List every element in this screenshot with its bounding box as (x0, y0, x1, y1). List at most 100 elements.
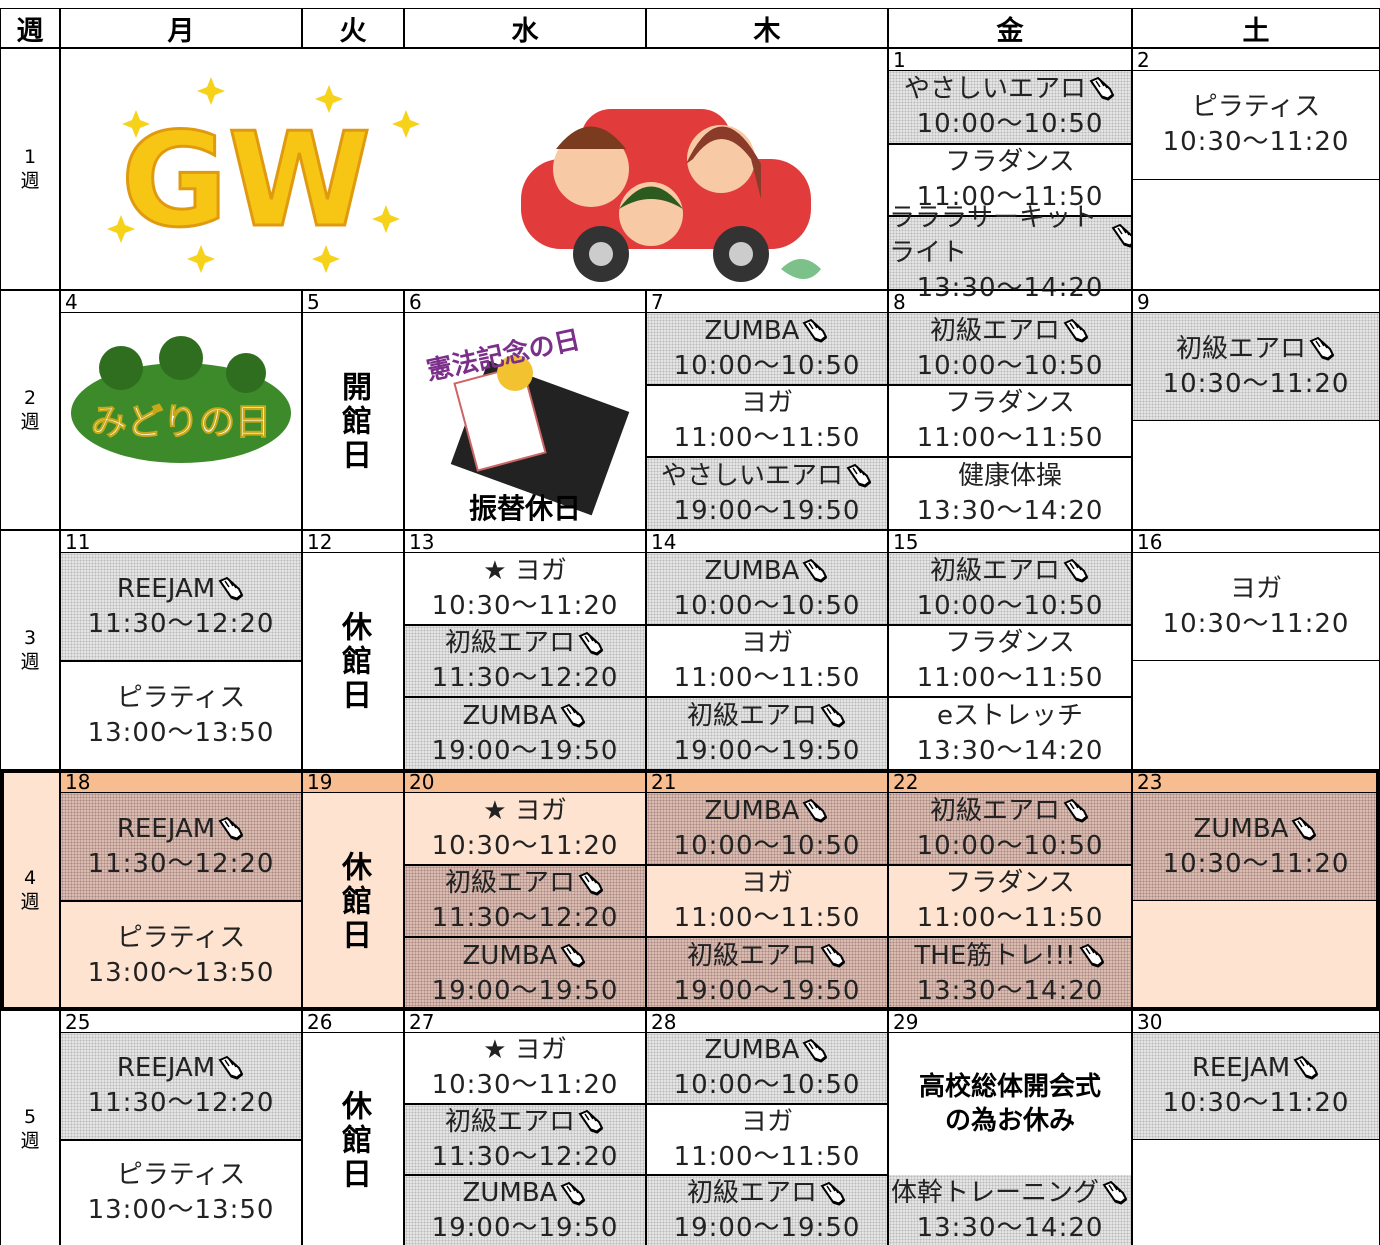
session-name: ZUMBA (1193, 813, 1289, 844)
shoe-icon (1063, 798, 1089, 823)
shoe-icon (1309, 336, 1335, 361)
session: ZUMBA 10:00～10:50 (647, 1033, 887, 1104)
closed-text: 休館日 (336, 851, 371, 953)
session: ラララサーキットライト 13:30～14:20 (889, 203, 1131, 303)
day-date: 22 (889, 771, 1131, 793)
header-day: 金 (888, 8, 1132, 48)
day-cell: 5 開館日 (302, 290, 404, 530)
session-name: ZUMBA (462, 700, 558, 731)
shoe-icon (560, 943, 586, 968)
session-time: 10:00～10:50 (673, 1070, 861, 1100)
illustration: 憲法記念の日 振替休日 (405, 313, 645, 529)
session-name: ラララサーキットライト (889, 202, 1098, 268)
header-day: 水 (404, 8, 646, 48)
week-number: 1 (23, 146, 37, 168)
session-title: 初級エアロ (930, 314, 1090, 349)
session-time: 13:30～14:20 (916, 735, 1104, 766)
session-time: 10:30～11:20 (431, 590, 619, 621)
session: フラダンス 11:00～11:50 (889, 385, 1131, 457)
banner-stars (107, 77, 821, 282)
day-date: 7 (647, 291, 887, 313)
day-cell: 30 REEJAM 10:30～11:20 (1132, 1010, 1380, 1245)
notice: 高校総体開会式 の為お休み (889, 1033, 1131, 1175)
session-title: やさしいエアロ (661, 459, 873, 494)
session-name: 初級エアロ (444, 1106, 575, 1137)
session-time: 11:30～12:20 (431, 1141, 619, 1172)
day-cell: 16 ヨガ 10:30～11:20 (1132, 530, 1380, 770)
day-cell: 26 休館日 (302, 1010, 404, 1245)
session: eストレッチ 13:30～14:20 (889, 697, 1131, 769)
session: ★ ヨガ 10:30～11:20 (405, 1033, 645, 1104)
session-name: ZUMBA (462, 1178, 558, 1208)
session-time: 10:30～11:20 (1162, 127, 1350, 157)
day-cell: 1 やさしいエアロ 10:00～10:50 フラダンス 11:00～11:50 ラララサー… (888, 48, 1132, 303)
day-cell: 18 REEJAM 11:30～12:20 ピラティス 13:00～13:50 (60, 770, 302, 1010)
day-date: 19 (303, 771, 403, 793)
day-date: 9 (1133, 291, 1379, 313)
session-time: 19:00～19:50 (673, 975, 861, 1006)
header-week: 週 (0, 8, 60, 48)
session-time: 11:30～12:20 (431, 663, 619, 693)
header-day: 木 (646, 8, 888, 48)
shoe-icon (1063, 558, 1089, 583)
session-title: REEJAM (117, 1051, 245, 1086)
session-time: 10:00～10:50 (916, 108, 1104, 139)
session-name: 初級エアロ (929, 795, 1060, 826)
session-title: 初級エアロ (687, 939, 847, 974)
closed-text: 休館日 (336, 611, 371, 713)
session: ヨガ 11:00～11:50 (647, 625, 887, 697)
day-date: 25 (61, 1011, 301, 1033)
session-name: やさしいエアロ (903, 73, 1086, 104)
shoe-icon (218, 576, 244, 601)
session: 初級エアロ 11:30～12:20 (405, 625, 645, 697)
session-title: やさしいエアロ (904, 72, 1116, 107)
session-time: 13:30～14:20 (916, 495, 1104, 526)
shoe-icon (578, 871, 604, 896)
session-time: 10:00～10:50 (673, 830, 861, 861)
session-name: REEJAM (1191, 1052, 1291, 1083)
day-date: 30 (1133, 1011, 1379, 1033)
day-cell: 8 初級エアロ 10:00～10:50 フラダンス 11:00～11:50 健康体操 13:… (888, 290, 1132, 530)
day-date: 16 (1133, 531, 1379, 553)
session: ZUMBA 19:00～19:50 (405, 1175, 645, 1245)
session-time: 10:00～10:50 (673, 590, 861, 621)
session: ZUMBA 10:00～10:50 (647, 793, 887, 865)
session-name: フラダンス (945, 868, 1075, 898)
day-cell: 21 ZUMBA 10:00～10:50 ヨガ 11:00～11:50 初級エアロ 19:0… (646, 770, 888, 1010)
shoe-icon (846, 463, 872, 488)
day-date: 21 (647, 771, 887, 793)
session-time: 19:00～19:50 (431, 975, 619, 1006)
session-time: 10:30～11:20 (1162, 608, 1350, 639)
day-date: 2 (1133, 49, 1379, 71)
day-cell: 25 REEJAM 11:30～12:20 ピラティス 13:00～13:50 (60, 1010, 302, 1245)
session-title: 初級エアロ (1176, 332, 1336, 367)
shoe-icon (1089, 77, 1115, 102)
session-name: 体幹トレーニング (890, 1177, 1099, 1208)
session-title: 初級エアロ (445, 626, 605, 661)
shoe-icon (1063, 318, 1089, 343)
session: ヨガ 10:30～11:20 (1133, 553, 1379, 661)
illustration-text: みどりの日 (90, 402, 271, 444)
session: ピラティス 13:00～13:50 (61, 1139, 301, 1245)
session: 初級エアロ 10:00～10:50 (889, 313, 1131, 385)
day-cell: 11 REEJAM 11:30～12:20 ピラティス 13:00～13:50 (60, 530, 302, 770)
header-day: 火 (302, 8, 404, 48)
session-time: 10:00～10:50 (916, 350, 1104, 381)
day-cell: 28 ZUMBA 10:00～10:50 ヨガ 11:00～11:50 初級エアロ 19:0… (646, 1010, 888, 1245)
day-cell: 29 高校総体開会式 の為お休み 体幹トレーニング 13:30～14:20 (888, 1010, 1132, 1245)
closed-text: 開館日 (336, 371, 371, 473)
day-date: 11 (61, 531, 301, 553)
session-title: フラダンス (945, 386, 1074, 421)
day-cell: 9 初級エアロ 10:30～11:20 (1132, 290, 1380, 530)
session-name: ★ ヨガ (483, 1035, 567, 1065)
session-time: 11:00～11:50 (916, 423, 1104, 453)
day-cell: 2 ピラティス 10:30～11:20 (1132, 48, 1380, 290)
session-title: ピラティス (117, 1158, 245, 1193)
session: 健康体操 13:30～14:20 (889, 457, 1131, 529)
session-name: 初級エアロ (686, 940, 817, 971)
day-date: 28 (647, 1011, 887, 1033)
session: 体幹トレーニング 13:30～14:20 (889, 1175, 1131, 1245)
